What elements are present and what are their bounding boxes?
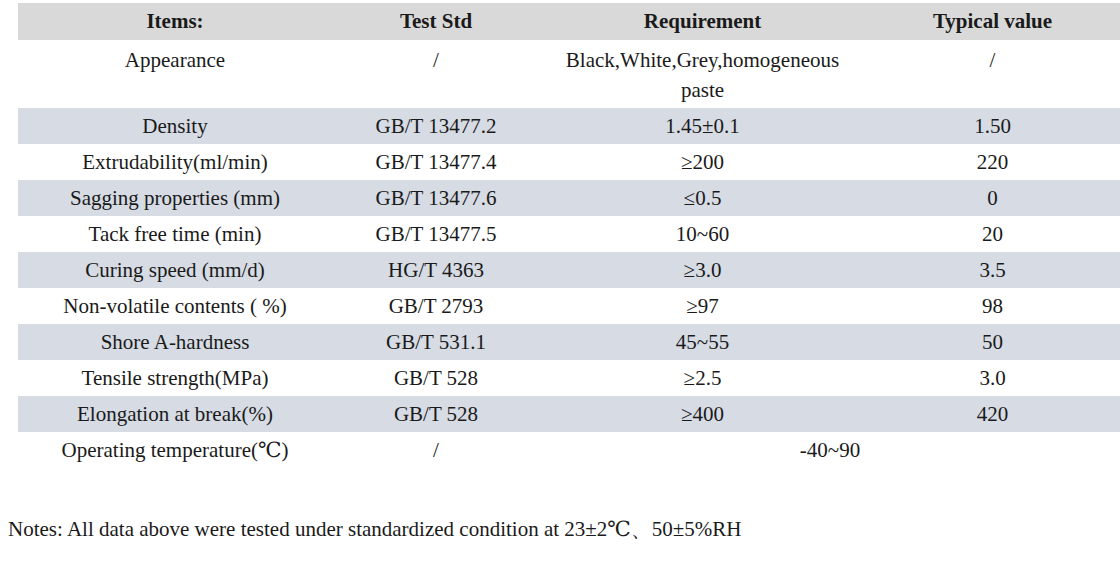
col-header-test-std: Test Std xyxy=(332,3,540,40)
cell-item: Operating temperature(℃) xyxy=(18,432,332,468)
cell-requirement: 1.45±0.1 xyxy=(540,108,865,144)
cell-test-std: GB/T 13477.4 xyxy=(332,144,540,180)
cell-typical-value: 50 xyxy=(865,324,1120,360)
cell-typical-value: 98 xyxy=(865,288,1120,324)
cell-requirement: ≥200 xyxy=(540,144,865,180)
cell-requirement: ≤0.5 xyxy=(540,180,865,216)
cell-item: Elongation at break(%) xyxy=(18,396,332,432)
notes-text: Notes: All data above were tested under … xyxy=(8,516,742,542)
cell-requirement: 45~55 xyxy=(540,324,865,360)
table-row: DensityGB/T 13477.21.45±0.11.50 xyxy=(18,108,1120,144)
cell-test-std: / xyxy=(332,432,540,468)
cell-item: Tack free time (min) xyxy=(18,216,332,252)
cell-requirement: 10~60 xyxy=(540,216,865,252)
table-body: Appearance/Black,White,Grey,homogeneous … xyxy=(18,40,1120,468)
cell-test-std: GB/T 2793 xyxy=(332,288,540,324)
table-row: Elongation at break(%)GB/T 528≥400420 xyxy=(18,396,1120,432)
cell-typical-value: 3.0 xyxy=(865,360,1120,396)
cell-requirement: -40~90 xyxy=(540,432,1120,468)
cell-item: Curing speed (mm/d) xyxy=(18,252,332,288)
table-row: Appearance/Black,White,Grey,homogeneous … xyxy=(18,40,1120,108)
cell-requirement: ≥97 xyxy=(540,288,865,324)
cell-test-std: GB/T 528 xyxy=(332,396,540,432)
cell-typical-value: / xyxy=(865,40,1120,108)
table-row: Shore A-hardnessGB/T 531.145~5550 xyxy=(18,324,1120,360)
table-row: Extrudability(ml/min)GB/T 13477.4≥200220 xyxy=(18,144,1120,180)
col-header-requirement: Requirement xyxy=(540,3,865,40)
cell-requirement: ≥400 xyxy=(540,396,865,432)
cell-item: Appearance xyxy=(18,40,332,108)
cell-typical-value: 220 xyxy=(865,144,1120,180)
cell-test-std: GB/T 13477.2 xyxy=(332,108,540,144)
cell-test-std: GB/T 13477.6 xyxy=(332,180,540,216)
cell-test-std: GB/T 528 xyxy=(332,360,540,396)
cell-requirement: ≥2.5 xyxy=(540,360,865,396)
table-row: Operating temperature(℃)/-40~90 xyxy=(18,432,1120,468)
cell-test-std: GB/T 531.1 xyxy=(332,324,540,360)
cell-item: Extrudability(ml/min) xyxy=(18,144,332,180)
cell-test-std: / xyxy=(332,40,540,108)
cell-typical-value: 420 xyxy=(865,396,1120,432)
cell-item: Shore A-hardness xyxy=(18,324,332,360)
cell-typical-value: 1.50 xyxy=(865,108,1120,144)
cell-requirement: Black,White,Grey,homogeneous paste xyxy=(540,40,865,108)
cell-item: Density xyxy=(18,108,332,144)
datasheet-page: Items: Test Std Requirement Typical valu… xyxy=(0,0,1120,561)
spec-table: Items: Test Std Requirement Typical valu… xyxy=(18,3,1120,468)
table-row: Tack free time (min)GB/T 13477.510~6020 xyxy=(18,216,1120,252)
table-row: Tensile strength(MPa)GB/T 528≥2.53.0 xyxy=(18,360,1120,396)
cell-test-std: GB/T 13477.5 xyxy=(332,216,540,252)
table-header-row: Items: Test Std Requirement Typical valu… xyxy=(18,3,1120,40)
table-row: Non-volatile contents ( %)GB/T 2793≥9798 xyxy=(18,288,1120,324)
cell-typical-value: 20 xyxy=(865,216,1120,252)
cell-item: Tensile strength(MPa) xyxy=(18,360,332,396)
cell-test-std: HG/T 4363 xyxy=(332,252,540,288)
cell-typical-value: 3.5 xyxy=(865,252,1120,288)
cell-requirement: ≥3.0 xyxy=(540,252,865,288)
cell-typical-value: 0 xyxy=(865,180,1120,216)
cell-item: Non-volatile contents ( %) xyxy=(18,288,332,324)
cell-item: Sagging properties (mm) xyxy=(18,180,332,216)
table-row: Curing speed (mm/d)HG/T 4363≥3.03.5 xyxy=(18,252,1120,288)
col-header-typical-value: Typical value xyxy=(865,3,1120,40)
col-header-items: Items: xyxy=(18,3,332,40)
table-row: Sagging properties (mm)GB/T 13477.6≤0.50 xyxy=(18,180,1120,216)
